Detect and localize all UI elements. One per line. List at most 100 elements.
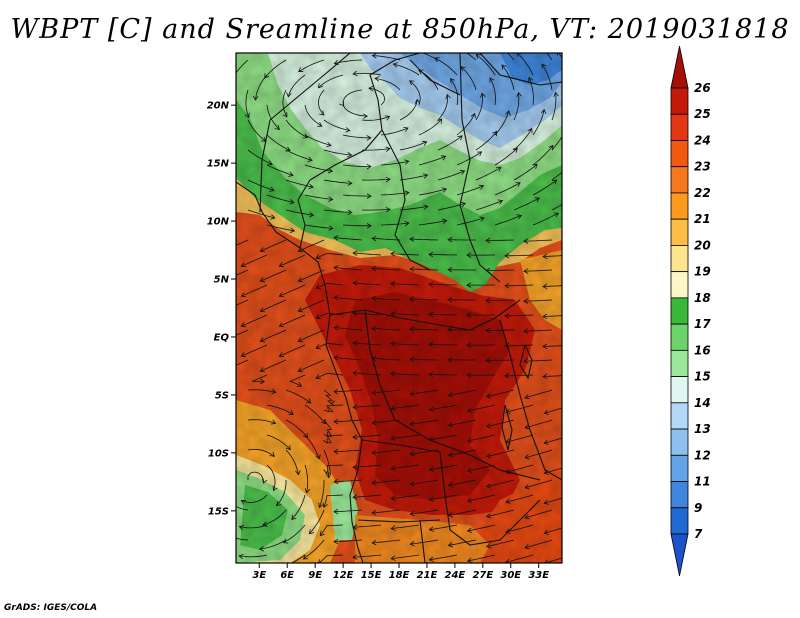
streamline-segment — [437, 94, 449, 121]
streamline-segment — [353, 494, 382, 498]
streamline-arrow — [447, 542, 454, 548]
streamline-segment — [410, 539, 439, 545]
streamline-segment — [475, 131, 498, 151]
streamline-arrow — [447, 327, 453, 333]
streamline-segment — [298, 299, 325, 312]
colorbar-swatch — [670, 402, 689, 430]
streamline-segment — [241, 254, 268, 267]
streamline-segment — [422, 53, 439, 61]
streamline-arrow — [414, 98, 421, 104]
streamline-arrow — [327, 167, 334, 174]
streamline-arrow — [319, 530, 325, 537]
streamline-segment — [467, 494, 496, 502]
streamline-arrow — [409, 540, 415, 547]
streamline-segment — [494, 147, 518, 166]
streamline-arrow — [418, 69, 424, 75]
streamline-segment — [276, 480, 287, 506]
streamline-arrow — [325, 473, 332, 479]
streamline-segment — [334, 509, 363, 513]
streamline-arrow — [238, 525, 245, 531]
streamline-segment — [546, 53, 553, 61]
streamline-segment — [391, 404, 420, 409]
streamline-arrow — [505, 558, 510, 563]
streamline-segment — [418, 155, 446, 166]
streamline-arrow — [363, 113, 368, 119]
streamline-arrow — [326, 141, 332, 148]
streamline-segment — [323, 149, 352, 156]
streamline-segment — [334, 297, 363, 301]
streamline-arrow — [428, 281, 434, 288]
streamline-arrow — [322, 438, 328, 444]
streamline-arrow — [442, 218, 448, 224]
streamline-arrow — [543, 469, 549, 475]
streamline-arrow — [315, 314, 321, 320]
streamline-arrow — [466, 372, 472, 378]
colorbar-label: 19 — [694, 265, 711, 279]
streamline-arrow — [296, 381, 303, 387]
chart-title: WBPT [C] and Sreamline at 850hPa, VT: 20… — [10, 14, 790, 45]
streamline-segment — [409, 298, 439, 301]
streamline-arrow — [261, 478, 268, 484]
streamline-arrow — [447, 452, 454, 458]
streamline-segment — [429, 554, 458, 561]
streamline-arrow — [505, 498, 511, 504]
streamline-arrow — [278, 262, 285, 268]
streamline-segment — [334, 419, 363, 423]
streamline-arrow — [321, 419, 327, 425]
streamline-arrow — [447, 512, 454, 518]
streamline-segment — [372, 297, 401, 301]
lon-tick-label: 27E — [472, 570, 493, 581]
streamline-segment — [304, 104, 323, 127]
colorbar-swatch — [670, 349, 689, 377]
streamline-arrow — [291, 514, 297, 520]
streamline-segment — [450, 78, 459, 106]
streamline-arrow — [244, 112, 250, 119]
streamline-segment — [551, 204, 562, 211]
streamline-segment — [542, 315, 562, 317]
streamline-segment — [410, 479, 439, 485]
streamline-segment — [342, 224, 371, 227]
streamline-arrow — [322, 502, 328, 509]
streamline-segment — [390, 343, 420, 346]
streamline-segment — [247, 119, 266, 142]
streamline-arrow — [318, 559, 323, 563]
streamline-arrow — [524, 514, 530, 520]
streamline-arrow — [409, 420, 415, 427]
streamline-segment — [266, 404, 294, 415]
streamline-segment — [368, 87, 386, 106]
streamline-segment — [375, 78, 401, 91]
streamline-segment — [523, 329, 553, 332]
streamline-arrow — [333, 478, 339, 485]
streamline-segment — [504, 374, 534, 377]
streamline-arrow — [569, 162, 574, 167]
streamline-arrow — [497, 199, 504, 205]
streamline-segment — [266, 104, 280, 130]
streamline-segment — [524, 389, 553, 399]
streamline-arrow — [225, 496, 229, 501]
streamline-arrow — [347, 209, 353, 216]
streamline-segment — [410, 509, 439, 515]
streamline-arrow — [385, 146, 391, 152]
streamline-segment — [353, 434, 382, 438]
streamline-arrow — [428, 466, 434, 472]
streamline-segment — [501, 64, 515, 91]
streamline-arrow — [259, 367, 266, 373]
streamline-segment — [448, 449, 477, 456]
streamline-segment — [279, 284, 306, 297]
streamline-arrow — [278, 352, 285, 358]
colorbar-label: 14 — [694, 396, 711, 410]
streamline-segment — [410, 419, 439, 425]
streamline-arrow — [271, 388, 277, 394]
colorbar-swatch — [670, 45, 689, 89]
streamline-segment — [380, 222, 409, 226]
streamline-arrow — [317, 83, 324, 89]
lon-tick-label: 12E — [333, 570, 354, 581]
colorbar-swatch — [670, 271, 689, 299]
streamline-arrow — [374, 76, 380, 82]
streamline-segment — [353, 252, 382, 256]
streamline-arrow — [390, 465, 396, 471]
streamline-arrow — [371, 325, 377, 332]
streamline-arrow — [459, 169, 466, 175]
streamline-arrow — [366, 135, 372, 141]
